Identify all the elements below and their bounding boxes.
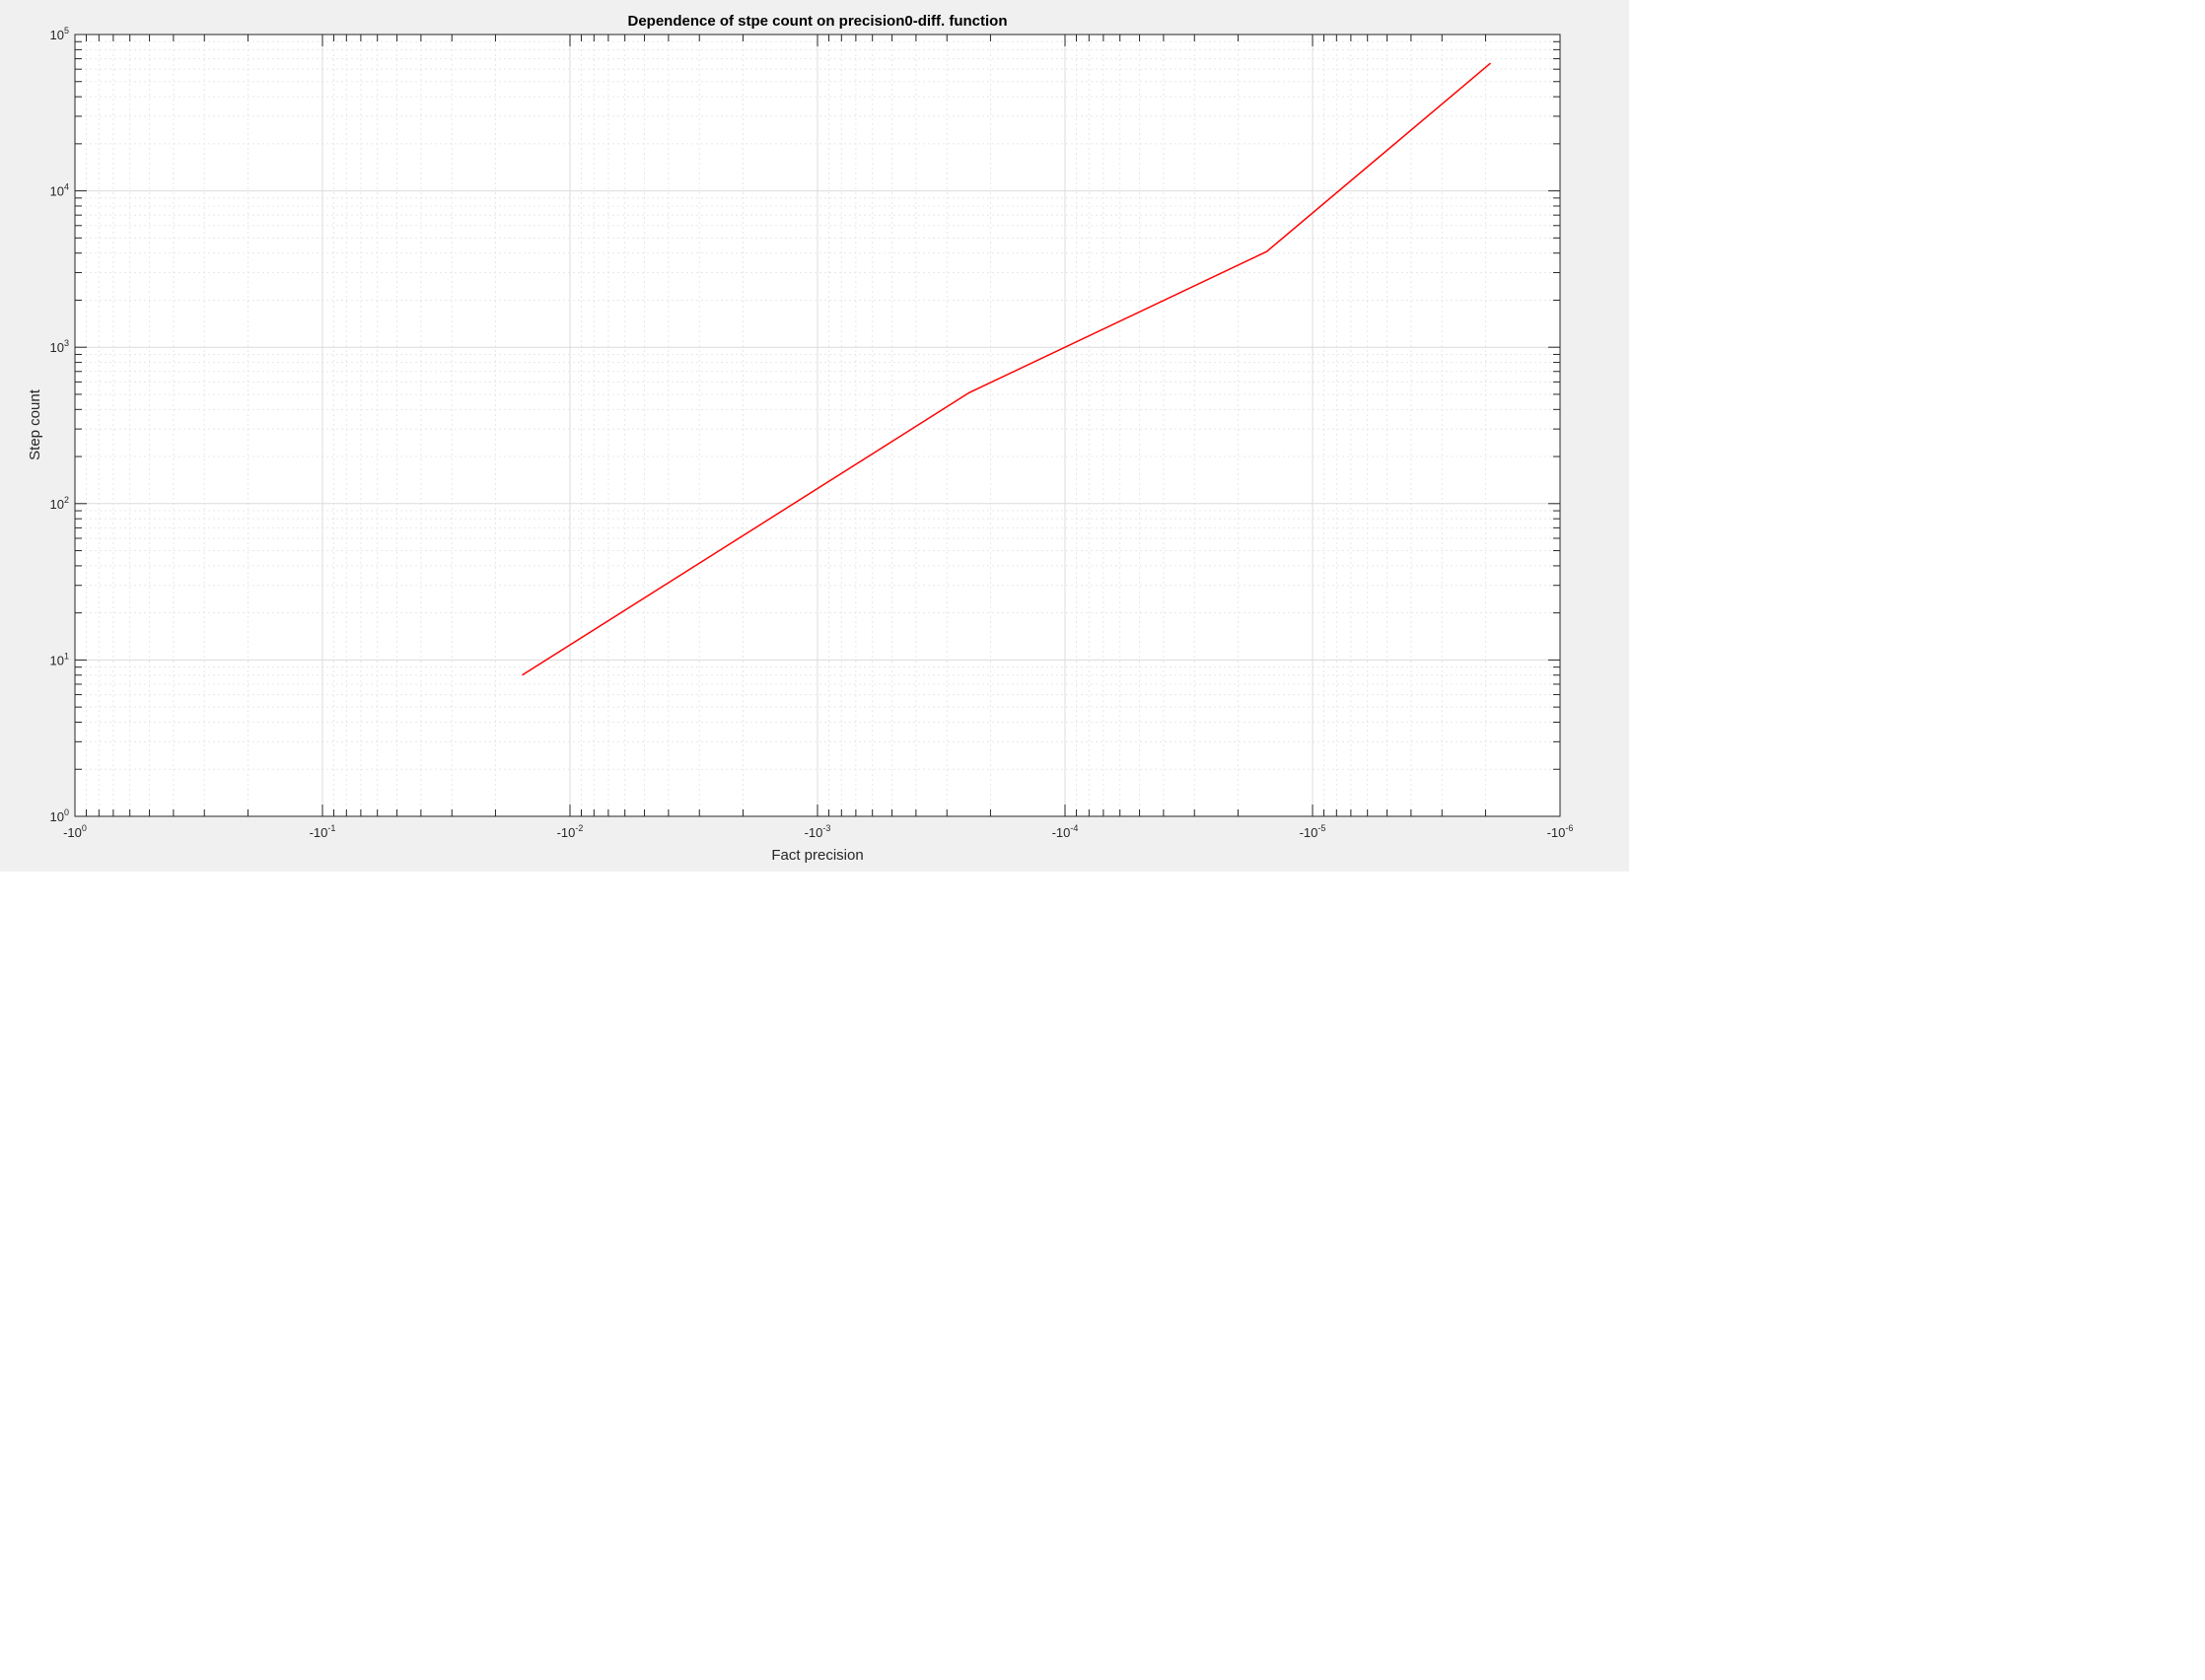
x-axis-label: Fact precision <box>771 847 863 864</box>
series-layer <box>522 62 1491 676</box>
y-tick-label: 105 <box>50 26 69 42</box>
x-tick-label: -10-4 <box>1052 823 1079 840</box>
y-tick-label: 104 <box>50 182 69 199</box>
axis-ticks <box>74 34 1561 817</box>
y-tick-labels: 100 101 102 103 104 105 <box>50 26 69 824</box>
x-tick-label: -10-5 <box>1300 823 1326 840</box>
line-chart: -100 -10-1 -10-2 -10-3 -10-4 -10-5 -10-6 10010… <box>27 13 1573 864</box>
x-tick-label: -10-3 <box>805 823 831 840</box>
x-tick-labels: -100 -10-1 -10-2 -10-3 -10-4 -10-5 -10-6 <box>63 823 1573 840</box>
x-tick-label: -100 <box>63 823 87 840</box>
series-line <box>522 62 1491 676</box>
figure-window: -100 -10-1 -10-2 -10-3 -10-4 -10-5 -10-6 100 10… <box>0 0 1629 872</box>
x-tick-label: -10-6 <box>1547 823 1574 840</box>
y-tick-label: 101 <box>50 651 69 667</box>
chart-title: Dependence of stpe count on precision0-d… <box>627 13 1007 30</box>
y-tick-label: 100 <box>50 807 69 824</box>
y-tick-label: 102 <box>50 495 69 512</box>
x-tick-label: -10-1 <box>310 823 336 840</box>
y-tick-label: 103 <box>50 338 69 355</box>
x-tick-label: -10-2 <box>557 823 584 840</box>
y-axis-label: Step count <box>27 388 43 460</box>
